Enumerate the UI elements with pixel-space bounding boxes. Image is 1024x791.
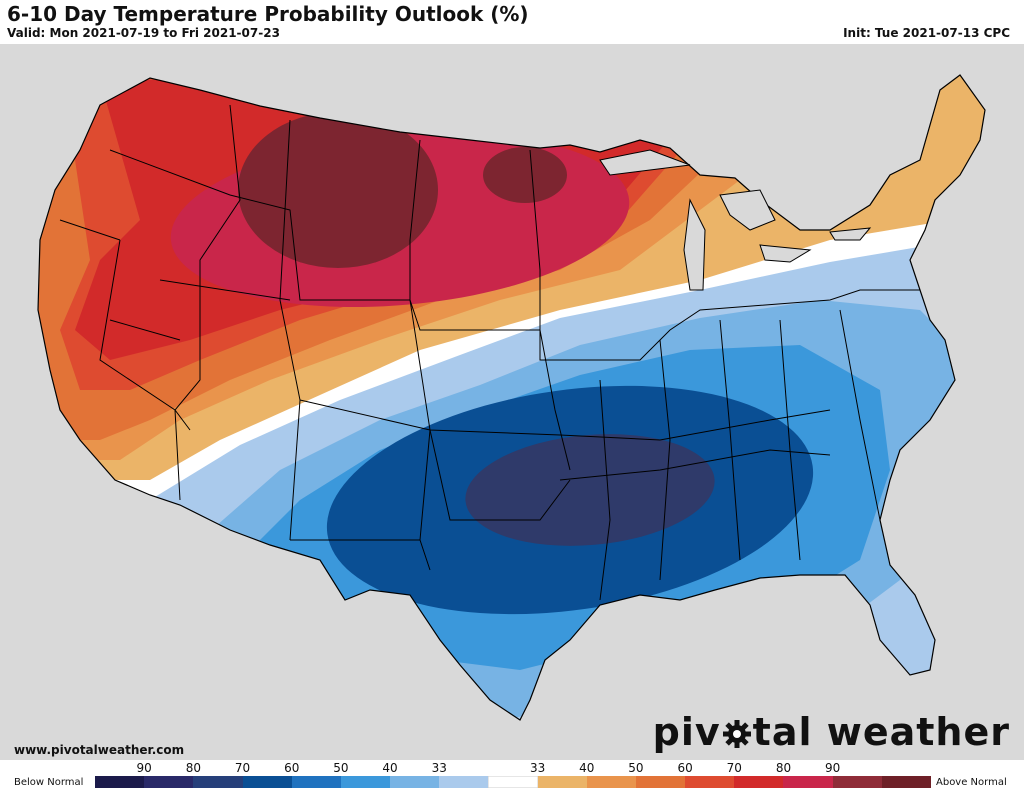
legend-swatch <box>537 776 587 788</box>
init-time: Init: Tue 2021-07-13 CPC <box>843 26 1010 40</box>
website-url: www.pivotalweather.com <box>14 743 185 757</box>
great-lakes <box>599 149 872 291</box>
legend-swatch <box>144 776 194 788</box>
map-title: 6-10 Day Temperature Probability Outlook… <box>7 2 529 26</box>
legend-tick-label: 70 <box>234 761 251 775</box>
state-borders <box>59 104 930 601</box>
header: 6-10 Day Temperature Probability Outlook… <box>0 0 1024 44</box>
probability-shading <box>38 75 985 720</box>
brand-logo: piv tal weather <box>653 710 1010 754</box>
legend-tick-label: 50 <box>333 761 349 775</box>
legend-swatch <box>832 776 882 788</box>
legend-swatch <box>193 776 243 788</box>
legend-swatch <box>439 776 489 788</box>
legend-swatch <box>734 776 784 788</box>
legend-colorbar <box>95 776 931 788</box>
legend: 90 80 70 60 50 40 33 33 40 50 60 70 80 90 Below Norma… <box>0 760 1024 791</box>
legend-swatch <box>881 776 931 788</box>
legend-tick-label: 60 <box>677 761 693 775</box>
legend-tick-label: 33 <box>529 761 546 775</box>
brand-text-end: tal weather <box>752 710 1010 754</box>
map-canvas <box>37 74 986 721</box>
below-70-region <box>465 434 715 546</box>
legend-below-label: Below Normal <box>14 777 84 788</box>
legend-swatch <box>242 776 292 788</box>
legend-tick-label: 70 <box>726 761 742 775</box>
legend-tick-label: 50 <box>628 761 644 775</box>
valid-period: Valid: Mon 2021-07-19 to Fri 2021-07-23 <box>7 26 280 40</box>
legend-swatch <box>685 776 735 788</box>
outlook-map <box>0 44 1024 760</box>
legend-swatch <box>635 776 686 788</box>
legend-swatch <box>340 776 391 788</box>
legend-swatch <box>783 776 833 788</box>
legend-tick-label: 90 <box>136 761 152 775</box>
legend-tick-label: 90 <box>825 761 841 775</box>
legend-above-label: Above Normal <box>936 777 1007 788</box>
legend-tick-label: 40 <box>382 761 398 775</box>
legend-swatch <box>390 776 440 788</box>
legend-tick-label: 80 <box>775 761 792 775</box>
legend-swatch <box>586 776 636 788</box>
legend-tick-label: 33 <box>431 761 447 775</box>
above-90-region-west <box>238 112 438 268</box>
legend-tick-label: 80 <box>185 761 201 775</box>
legend-swatch <box>488 776 538 788</box>
gear-icon <box>722 720 751 748</box>
above-90-region-east <box>483 147 567 203</box>
legend-tick-label: 40 <box>579 761 595 775</box>
legend-swatch <box>291 776 341 788</box>
legend-swatch <box>95 776 145 788</box>
legend-tick-label: 60 <box>284 761 300 775</box>
brand-text-start: piv <box>652 710 721 754</box>
